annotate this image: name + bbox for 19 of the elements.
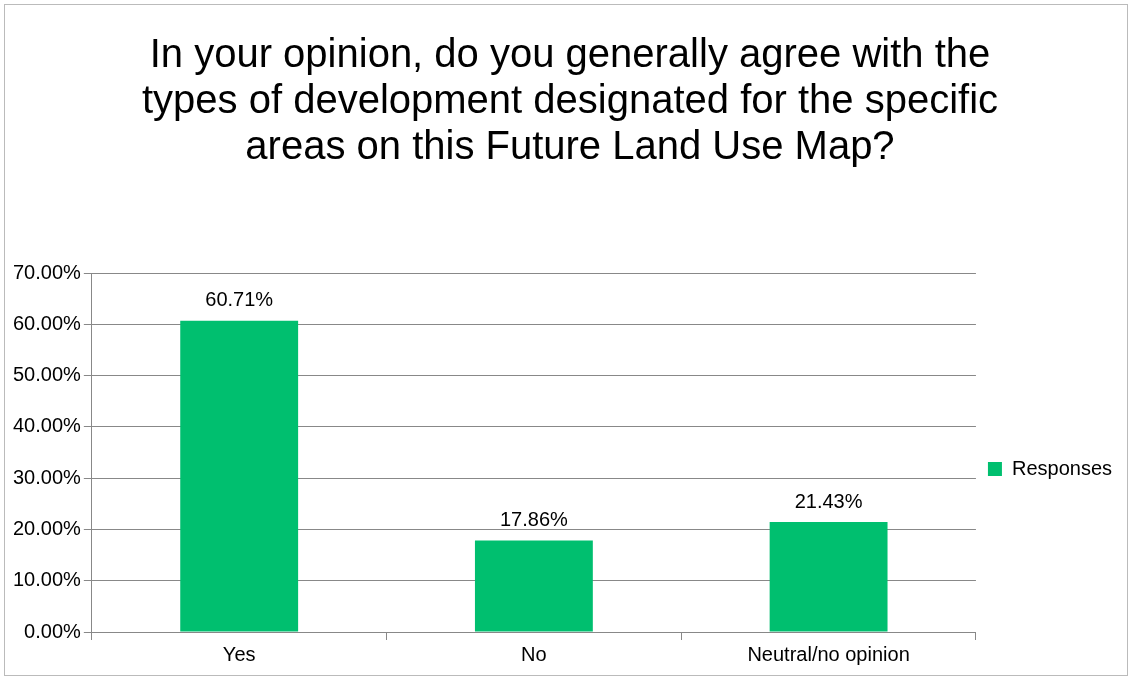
x-tick-label: Yes: [222, 642, 256, 665]
y-tick-label: 30.00%: [12, 465, 82, 488]
y-tick-label: 50.00%: [12, 363, 82, 386]
y-tick-label: 20.00%: [12, 516, 82, 539]
y-tick-label: 40.00%: [12, 414, 82, 437]
x-tick-label: Neutral/no opinion: [747, 642, 910, 665]
bar: [180, 320, 299, 632]
y-tick-label: 70.00%: [12, 260, 82, 283]
chart-title: In your opinion, do you generally agree with the types of development designated for the specific areas on this Future Land Use Map?: [140, 30, 1000, 168]
y-tick-label: 10.00%: [12, 568, 82, 591]
bar: [474, 540, 593, 632]
text: 60.71%: [205, 288, 274, 311]
text: 21.43%: [794, 489, 863, 512]
bar: [769, 522, 888, 632]
text: 17.86%: [499, 507, 568, 530]
legend-label: Responses: [1011, 456, 1112, 479]
y-tick-label: 60.00%: [12, 311, 82, 334]
x-tick-label: No: [521, 642, 547, 665]
y-tick-label: 0.00%: [24, 619, 82, 642]
